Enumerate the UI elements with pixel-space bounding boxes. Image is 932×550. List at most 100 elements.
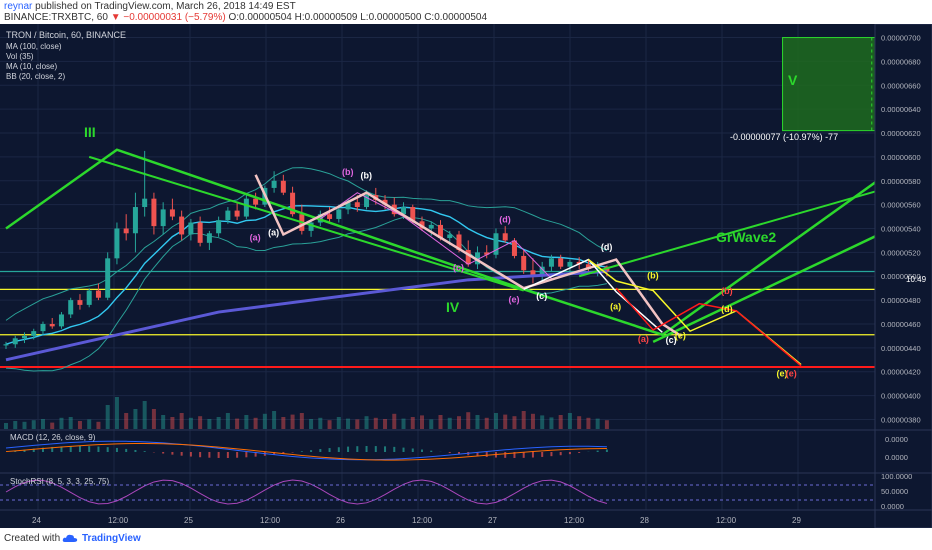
volume-bar bbox=[253, 417, 258, 429]
macd-histogram-bar bbox=[217, 452, 220, 458]
volume-bar bbox=[475, 415, 480, 429]
candle-body bbox=[280, 180, 286, 193]
y-tick-label: 0.00000500 bbox=[881, 272, 921, 281]
x-tick-label: 25 bbox=[184, 516, 193, 525]
macd-tick: 0.0000 bbox=[885, 453, 908, 462]
wave-label: (c) bbox=[453, 262, 464, 272]
macd-histogram-bar bbox=[337, 447, 340, 452]
candle-body bbox=[95, 290, 101, 298]
macd-label: MACD (12, 26, close, 9) bbox=[10, 433, 96, 442]
wave-label: (b) bbox=[721, 286, 733, 296]
macd-histogram-bar bbox=[97, 446, 100, 452]
macd-histogram-bar bbox=[69, 446, 72, 452]
volume-bar bbox=[530, 413, 535, 429]
macd-histogram-bar bbox=[393, 446, 396, 452]
volume-bar bbox=[355, 419, 360, 429]
volume-bar bbox=[198, 416, 203, 429]
y-tick-label: 0.00000400 bbox=[881, 392, 921, 401]
macd-histogram-bar bbox=[402, 447, 405, 452]
pink-abc-path bbox=[320, 192, 552, 279]
wave-label: (d) bbox=[601, 242, 613, 252]
candle-body bbox=[160, 209, 166, 227]
volume-bar bbox=[447, 417, 452, 429]
candle-body bbox=[49, 323, 55, 327]
price-levels: 0.000004890.000004510.000004240.00000504 bbox=[0, 266, 932, 372]
candle-body bbox=[234, 210, 240, 217]
candle-body bbox=[419, 221, 425, 229]
macd-histogram-bar bbox=[347, 446, 350, 452]
created-with: Created with bbox=[4, 533, 61, 544]
volume-bar bbox=[225, 413, 230, 429]
volume-bar bbox=[567, 413, 572, 429]
macd-histogram-bar bbox=[531, 452, 534, 458]
macd-histogram-bar bbox=[421, 449, 424, 452]
macd-histogram-bar bbox=[476, 452, 479, 457]
legend-title: TRON / Bitcoin, 60, BINANCE bbox=[6, 30, 126, 40]
wave-label: (a) bbox=[638, 334, 649, 344]
wave-label: (e) bbox=[786, 368, 797, 378]
volume-bar bbox=[420, 415, 425, 429]
stoch-tick: 50.0000 bbox=[881, 487, 908, 496]
volume-bar bbox=[373, 417, 378, 429]
author-link[interactable]: reynar bbox=[4, 1, 33, 12]
macd-histogram-bar bbox=[134, 449, 137, 452]
wave-label: (d) bbox=[721, 304, 733, 314]
macd-histogram-bar bbox=[14, 450, 17, 452]
volume-bar bbox=[383, 419, 388, 429]
wave-label: (a) bbox=[268, 228, 279, 238]
ohlc-values: O:0.00000504 H:0.00000509 L:0.00000500 C… bbox=[228, 12, 488, 23]
candle-body bbox=[354, 202, 360, 208]
tradingview-brand-link[interactable]: TradingView bbox=[82, 533, 141, 544]
volume-bar bbox=[31, 420, 36, 429]
macd-line bbox=[5, 440, 607, 461]
volume-bar bbox=[586, 417, 591, 429]
volume-bar bbox=[577, 416, 582, 429]
ma100-line bbox=[5, 269, 607, 362]
macd-histogram-bar bbox=[162, 452, 165, 454]
legend-bb: BB (20, close, 2) bbox=[6, 72, 65, 81]
volume-bar bbox=[13, 421, 18, 429]
stoch-tick: 100.0000 bbox=[881, 472, 912, 481]
wave-label: (e) bbox=[777, 368, 788, 378]
volume-bar bbox=[244, 415, 249, 429]
chart-area[interactable]: 0.000004890.000004510.000004240.00000504… bbox=[0, 24, 932, 528]
x-tick-label: 12:00 bbox=[716, 516, 737, 525]
chart-canvas[interactable]: 0.000004890.000004510.000004240.00000504… bbox=[0, 24, 932, 528]
volume-bar bbox=[309, 419, 314, 429]
x-tick-label: 12:00 bbox=[260, 516, 281, 525]
drawing-lines bbox=[5, 140, 932, 367]
volume-bar bbox=[540, 415, 545, 429]
ma10-line bbox=[5, 205, 608, 345]
candle-body bbox=[132, 207, 138, 234]
candle-body bbox=[290, 192, 296, 215]
macd-histogram-bar bbox=[226, 452, 229, 458]
y-tick-label: 0.00000580 bbox=[881, 177, 921, 186]
volume-bar bbox=[604, 420, 609, 429]
volume-bar bbox=[290, 414, 295, 429]
candle-body bbox=[521, 255, 527, 271]
candle-body bbox=[77, 300, 83, 305]
volume-bar bbox=[438, 415, 443, 429]
macd-tick: 0.0000 bbox=[885, 435, 908, 444]
candle-body bbox=[271, 180, 277, 188]
candle-body bbox=[31, 331, 37, 336]
y-tick-label: 0.00000540 bbox=[881, 225, 921, 234]
y-tick-label: 0.00000460 bbox=[881, 320, 921, 329]
publish-line: reynar published on TradingView.com, Mar… bbox=[4, 1, 296, 12]
candle-body bbox=[188, 222, 194, 235]
volume-bar bbox=[493, 413, 498, 429]
wave-channel-upper bbox=[578, 174, 932, 278]
time-tag: 10:49 bbox=[906, 275, 927, 284]
volume-bar bbox=[281, 417, 286, 429]
volume-bar bbox=[521, 411, 526, 429]
publish-info: published on TradingView.com, March 26, … bbox=[35, 1, 296, 12]
candle-body bbox=[382, 199, 388, 205]
volume-bar bbox=[410, 417, 415, 429]
red-wave-path bbox=[615, 287, 802, 367]
white-wave-path bbox=[523, 258, 663, 333]
macd-histogram-bar bbox=[365, 446, 368, 452]
candle-body bbox=[308, 222, 314, 231]
candle-body bbox=[410, 207, 416, 222]
signal-line bbox=[5, 443, 607, 461]
volume-bar bbox=[299, 413, 304, 429]
